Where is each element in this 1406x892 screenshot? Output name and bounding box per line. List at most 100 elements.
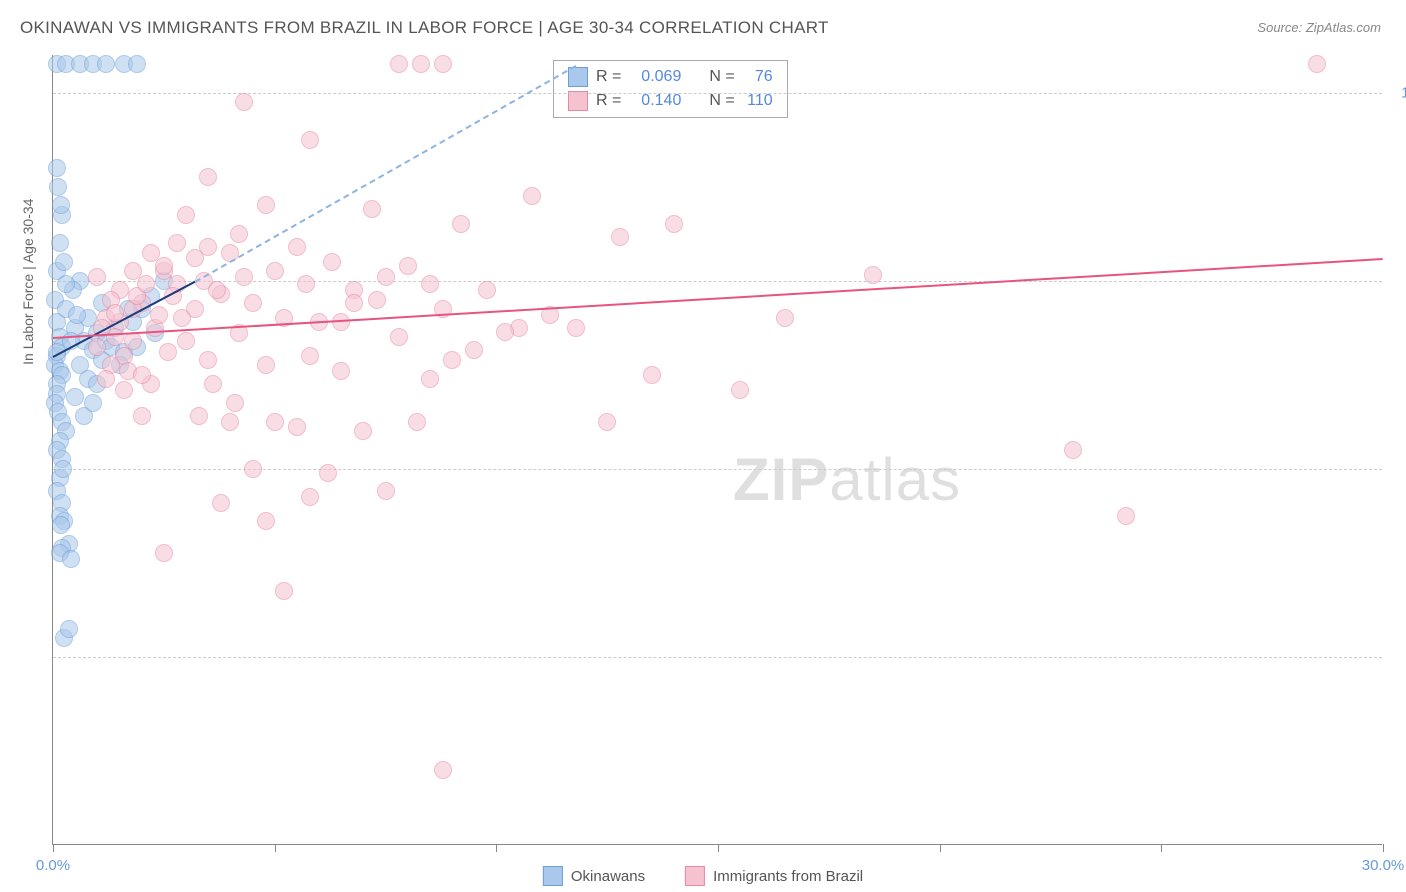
y-tick-label: 90.0%: [1392, 272, 1406, 289]
stats-row-1: R = 0.069 N = 76: [568, 65, 773, 89]
legend-label-1: Okinawans: [571, 868, 645, 885]
data-point: [226, 394, 244, 412]
legend-item-2: Immigrants from Brazil: [685, 866, 863, 886]
watermark-atlas: atlas: [829, 446, 961, 513]
x-tick: [53, 844, 54, 852]
x-tick: [1161, 844, 1162, 852]
data-point: [377, 268, 395, 286]
data-point: [266, 413, 284, 431]
data-point: [51, 234, 69, 252]
chart-container: OKINAWAN VS IMMIGRANTS FROM BRAZIL IN LA…: [0, 0, 1406, 892]
data-point: [390, 55, 408, 73]
data-point: [137, 275, 155, 293]
data-point: [52, 516, 70, 534]
data-point: [84, 394, 102, 412]
data-point: [297, 275, 315, 293]
data-point: [88, 268, 106, 286]
data-point: [523, 187, 541, 205]
data-point: [128, 55, 146, 73]
data-point: [55, 253, 73, 271]
stats-box: R = 0.069 N = 76 R = 0.140 N = 110: [553, 60, 788, 118]
data-point: [190, 407, 208, 425]
data-point: [434, 761, 452, 779]
data-point: [598, 413, 616, 431]
legend-item-1: Okinawans: [543, 866, 645, 886]
chart-source: Source: ZipAtlas.com: [1257, 20, 1381, 35]
chart-title: OKINAWAN VS IMMIGRANTS FROM BRAZIL IN LA…: [20, 18, 829, 38]
data-point: [48, 159, 66, 177]
data-point: [288, 418, 306, 436]
y-axis-label: In Labor Force | Age 30-34: [20, 199, 36, 365]
x-tick-label: 30.0%: [1362, 857, 1405, 874]
series-1-swatch: [568, 67, 588, 87]
source-label: Source:: [1257, 20, 1302, 35]
data-point: [133, 407, 151, 425]
data-point: [88, 338, 106, 356]
data-point: [665, 215, 683, 233]
data-point: [864, 266, 882, 284]
data-point: [177, 332, 195, 350]
data-point: [244, 294, 262, 312]
y-tick-label: 100.0%: [1392, 84, 1406, 101]
data-point: [301, 347, 319, 365]
data-point: [62, 550, 80, 568]
data-point: [199, 168, 217, 186]
data-point: [124, 262, 142, 280]
grid-line: [53, 93, 1382, 94]
data-point: [332, 362, 350, 380]
y-tick-label: 80.0%: [1392, 460, 1406, 477]
data-point: [186, 249, 204, 267]
data-point: [68, 306, 86, 324]
data-point: [465, 341, 483, 359]
data-point: [363, 200, 381, 218]
data-point: [266, 262, 284, 280]
data-point: [235, 93, 253, 111]
data-point: [643, 366, 661, 384]
data-point: [421, 275, 439, 293]
data-point: [1308, 55, 1326, 73]
data-point: [173, 309, 191, 327]
data-point: [49, 178, 67, 196]
x-tick: [1383, 844, 1384, 852]
data-point: [354, 422, 372, 440]
x-tick: [940, 844, 941, 852]
data-point: [97, 55, 115, 73]
data-point: [368, 291, 386, 309]
x-tick: [496, 844, 497, 852]
data-point: [452, 215, 470, 233]
data-point: [177, 206, 195, 224]
data-point: [208, 281, 226, 299]
data-point: [204, 375, 222, 393]
data-point: [345, 294, 363, 312]
grid-line: [53, 657, 1382, 658]
data-point: [288, 238, 306, 256]
data-point: [150, 306, 168, 324]
data-point: [377, 482, 395, 500]
x-tick-label: 0.0%: [36, 857, 70, 874]
data-point: [257, 512, 275, 530]
data-point: [133, 366, 151, 384]
data-point: [97, 370, 115, 388]
data-point: [244, 460, 262, 478]
data-point: [275, 582, 293, 600]
data-point: [155, 257, 173, 275]
data-point: [1064, 441, 1082, 459]
data-point: [443, 351, 461, 369]
r-label-1: R =: [596, 65, 621, 89]
data-point: [66, 388, 84, 406]
data-point: [421, 370, 439, 388]
data-point: [301, 488, 319, 506]
data-point: [611, 228, 629, 246]
series-2-swatch: [568, 91, 588, 111]
data-point: [221, 413, 239, 431]
data-point: [52, 196, 70, 214]
data-point: [199, 351, 217, 369]
watermark-zip: ZIP: [733, 446, 829, 513]
data-point: [168, 234, 186, 252]
data-point: [434, 55, 452, 73]
data-point: [115, 381, 133, 399]
data-point: [212, 494, 230, 512]
data-point: [159, 343, 177, 361]
data-point: [319, 464, 337, 482]
data-point: [390, 328, 408, 346]
